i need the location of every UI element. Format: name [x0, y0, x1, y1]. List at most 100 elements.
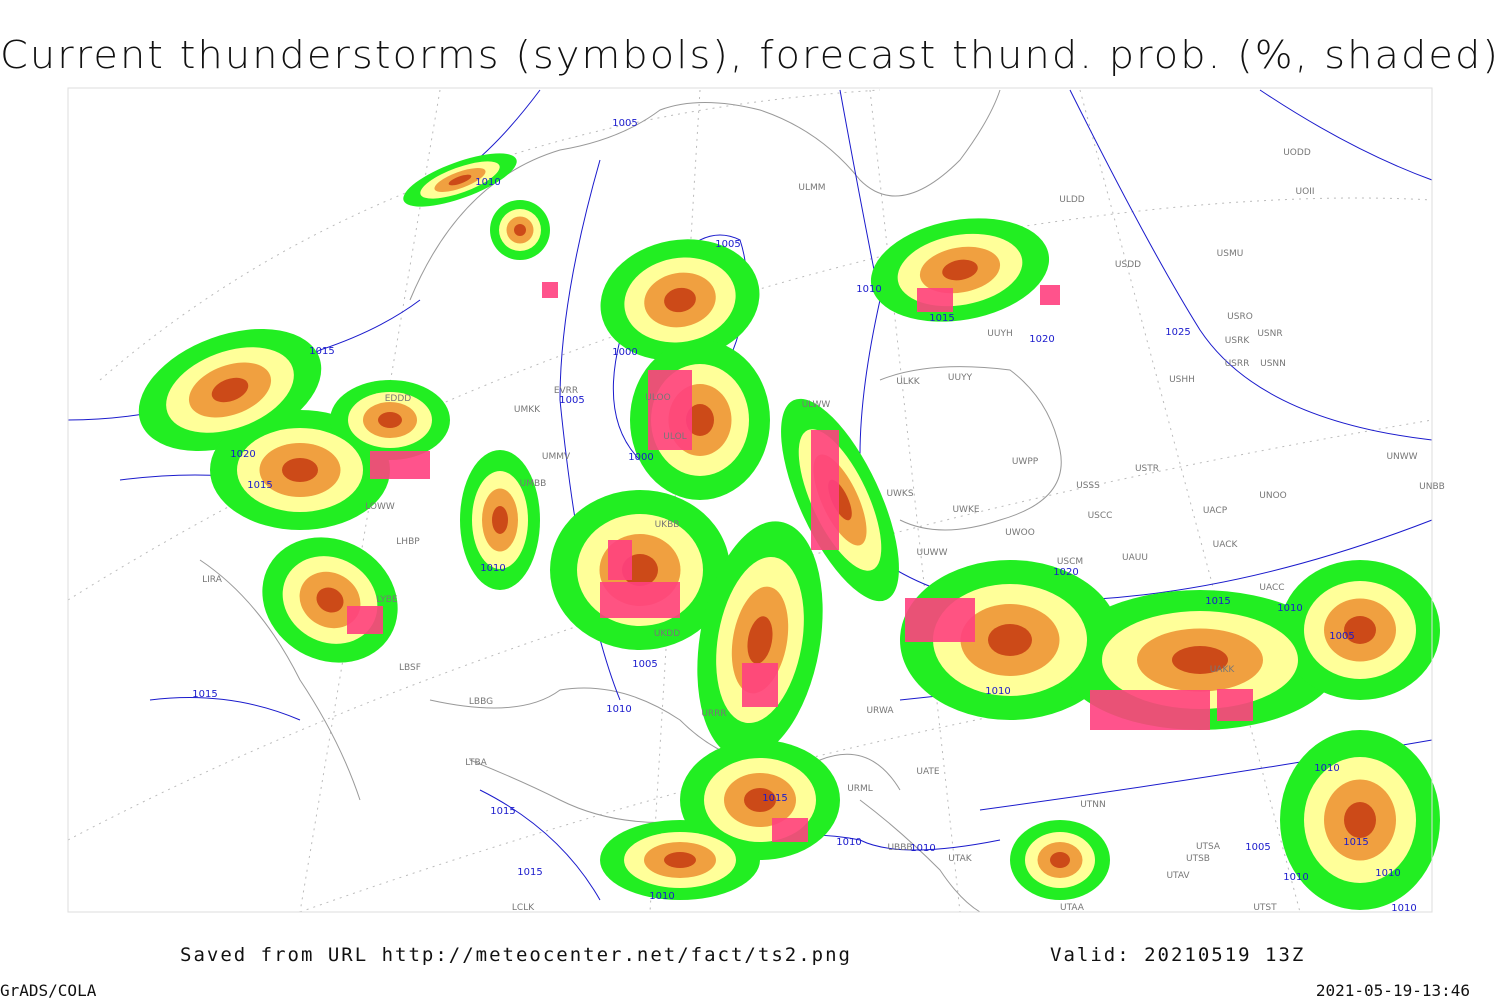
- thunderstorm-symbols: [811, 430, 839, 550]
- station-label: UWOO: [1005, 528, 1035, 538]
- isobar-label: 1010: [836, 837, 861, 848]
- isobar-label: 1010: [475, 177, 500, 188]
- probability-area: [747, 616, 773, 664]
- station-label: UWPP: [1012, 457, 1039, 467]
- isobar-label: 1010: [606, 704, 631, 715]
- isobar-label: 1010: [1283, 872, 1308, 883]
- thunderstorm-symbols: [600, 582, 680, 618]
- probability-area: [1050, 852, 1070, 868]
- thunderstorm-symbols: [1217, 689, 1253, 721]
- station-label: USHH: [1169, 375, 1195, 385]
- isobar-label: 1005: [632, 659, 657, 670]
- station-label: URML: [847, 784, 873, 794]
- isobar-label: 1010: [1314, 763, 1339, 774]
- station-label: UWKE: [952, 505, 979, 515]
- isobar-label: 1000: [612, 347, 637, 358]
- timestamp: 2021-05-19-13:46: [1316, 981, 1470, 1000]
- station-label: USTR: [1135, 464, 1159, 474]
- probability-area: [492, 506, 508, 534]
- probability-area: [316, 587, 344, 613]
- isobar-label: 1015: [762, 793, 787, 804]
- station-label: USCM: [1057, 557, 1083, 567]
- thunderstorm-symbols: [1090, 690, 1210, 730]
- station-label: LTBA: [465, 758, 487, 768]
- thunderstorm-symbols: [608, 540, 632, 580]
- station-label: USRR: [1225, 359, 1250, 369]
- station-label: UACC: [1259, 583, 1284, 593]
- station-label: LOWW: [365, 502, 395, 512]
- station-label: UTST: [1253, 903, 1277, 913]
- station-label: ULKK: [896, 377, 921, 387]
- station-label: EDDD: [385, 394, 412, 404]
- station-label: UATE: [916, 767, 940, 777]
- thunderstorm-probability-shading: [138, 153, 1440, 910]
- station-label: LHBP: [396, 537, 420, 547]
- thunderstorm-symbols: [917, 288, 953, 312]
- probability-area: [1344, 616, 1376, 644]
- isobar-label: 1010: [1391, 903, 1416, 914]
- source-url: Saved from URL http://meteocenter.net/fa…: [180, 944, 852, 966]
- isobar-label: 1010: [649, 891, 674, 902]
- isobar-label: 1005: [612, 118, 637, 129]
- coastlines: [199, 89, 1062, 913]
- isobar-label: 1020: [230, 449, 255, 460]
- station-label: UUYH: [987, 329, 1012, 339]
- station-label: UUWW: [917, 548, 948, 558]
- isobar-label: 1010: [985, 686, 1010, 697]
- probability-area: [664, 287, 696, 313]
- isobar-label: 1015: [1205, 596, 1230, 607]
- station-label: URRR: [701, 709, 726, 719]
- isobar-label: 1010: [910, 843, 935, 854]
- isobar-label: 1015: [192, 689, 217, 700]
- isobar-label: 1015: [929, 313, 954, 324]
- station-label: ULOL: [663, 432, 686, 442]
- station-label: UAKK: [1210, 665, 1236, 675]
- station-label: UKDD: [654, 629, 680, 639]
- station-label: UACK: [1213, 540, 1239, 550]
- isobar-label: 1010: [480, 563, 505, 574]
- station-label: UTAA: [1060, 903, 1085, 913]
- thunderstorm-symbols: [370, 451, 430, 479]
- station-label: UMKK: [514, 405, 541, 415]
- isobar-label: 1005: [1329, 631, 1354, 642]
- station-label: UUYY: [948, 373, 973, 383]
- isobar-label: 1000: [628, 452, 653, 463]
- station-label: LYBE: [376, 595, 397, 605]
- station-label: USNN: [1260, 359, 1286, 369]
- station-label: UBBB: [887, 843, 912, 853]
- station-label: UWKS: [886, 489, 913, 499]
- station-label: UNOO: [1259, 491, 1287, 501]
- station-label: ULOO: [645, 393, 670, 403]
- probability-area: [282, 458, 318, 482]
- probability-area: [211, 377, 249, 403]
- station-label: LCLK: [512, 903, 535, 913]
- station-label: UTNN: [1080, 800, 1106, 810]
- isobar-label: 1015: [247, 480, 272, 491]
- probability-area: [378, 412, 402, 428]
- thunderstorm-symbols: [347, 606, 383, 634]
- probability-area: [664, 852, 696, 868]
- station-label: USRO: [1227, 312, 1253, 322]
- probability-area: [988, 624, 1032, 656]
- probability-area: [448, 174, 472, 186]
- valid-time: Valid: 20210519 13Z: [1050, 944, 1305, 966]
- thunderstorm-symbols: [742, 663, 778, 707]
- isobar-label: 1005: [559, 395, 584, 406]
- isobar-label: 1010: [1375, 868, 1400, 879]
- isobar-label: 1005: [1245, 842, 1270, 853]
- thunderstorm-symbols: [648, 370, 692, 450]
- station-label: USRK: [1225, 336, 1251, 346]
- isobar-label: 1010: [1277, 603, 1302, 614]
- station-label: USCC: [1088, 511, 1113, 521]
- station-label: UOII: [1296, 187, 1315, 197]
- station-label: LBBG: [469, 697, 493, 707]
- isobar-label: 1015: [517, 867, 542, 878]
- station-label: EVRR: [554, 386, 578, 396]
- thunderstorm-symbols: [772, 818, 808, 842]
- station-label: USMU: [1217, 249, 1244, 259]
- probability-area: [514, 224, 526, 236]
- probability-area: [1172, 646, 1228, 674]
- probability-area: [942, 259, 978, 281]
- station-label: USSS: [1076, 481, 1100, 491]
